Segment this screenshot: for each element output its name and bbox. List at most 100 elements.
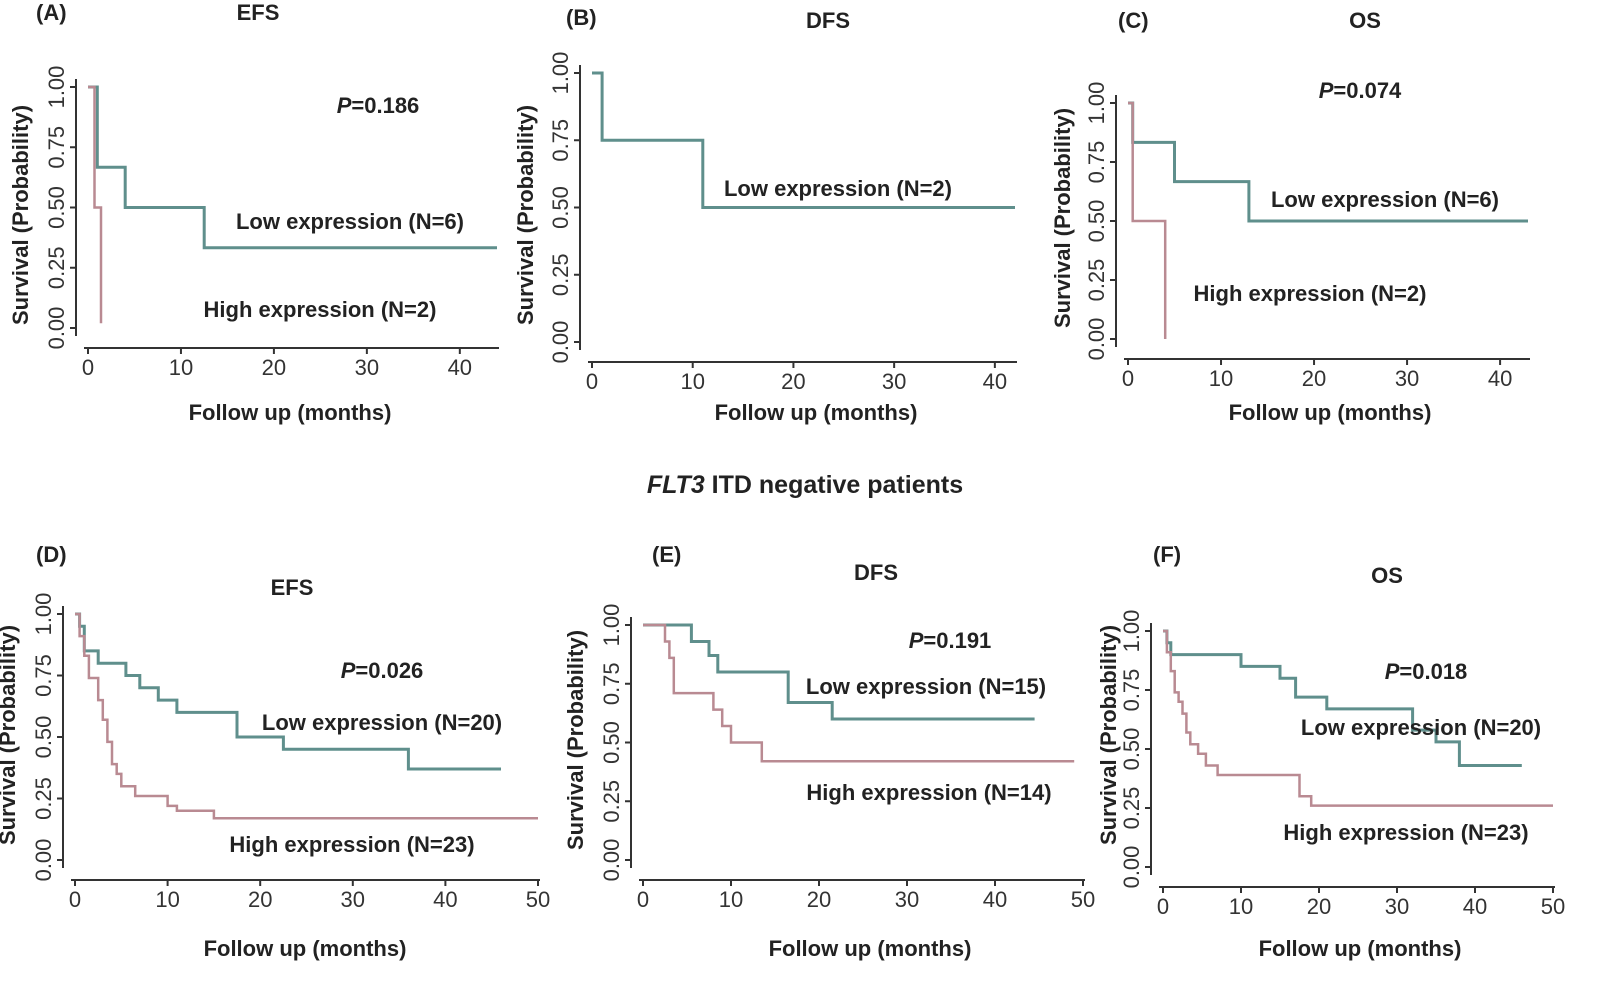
series-label-low: Low expression (N=6): [1271, 187, 1499, 212]
x-tick-label: 40: [1463, 894, 1487, 919]
x-tick-label: 10: [680, 369, 704, 394]
p-value: P=0.026: [341, 658, 424, 683]
section-title-italic: FLT3: [647, 471, 705, 499]
y-tick-label: 0.25: [548, 253, 573, 296]
x-tick-label: 20: [807, 887, 831, 912]
y-tick-label: 1.00: [1119, 610, 1144, 653]
p-value: P=0.186: [337, 93, 420, 118]
y-tick-label: 0.50: [548, 186, 573, 229]
x-tick-label: 30: [341, 887, 365, 912]
panel-b: (B) DFS 0.00 0.25 0.50 0.75 1.00 0 10 20 30 40 Follo…: [513, 5, 1017, 425]
x-tick-label: 20: [1302, 366, 1326, 391]
survival-curve-low: [88, 85, 497, 250]
x-tick-label: 10: [1229, 894, 1253, 919]
x-tick-label: 50: [526, 887, 550, 912]
y-tick-label: 0.75: [1084, 141, 1109, 184]
chart-title: OS: [1349, 8, 1381, 33]
p-value-symbol: P: [341, 658, 356, 683]
y-tick-label: 0.25: [31, 777, 56, 820]
x-tick-label: 30: [1385, 894, 1409, 919]
x-tick-label: 10: [1209, 366, 1233, 391]
x-tick-label: 10: [155, 887, 179, 912]
x-axis-label: Follow up (months): [769, 936, 972, 961]
survival-curve-high: [1128, 101, 1167, 339]
panel-label: (E): [652, 542, 681, 567]
y-tick-label: 0.00: [44, 307, 69, 350]
panel-a: (A) EFS 0.00 0.25 0.50 0.75 1.00 0 10 20 30 40 Follo…: [8, 0, 499, 425]
p-value-number: =0.018: [1399, 659, 1467, 684]
chart-title: DFS: [806, 8, 850, 33]
x-tick-label: 20: [1307, 894, 1331, 919]
y-axis-label: Survival (Probability): [1050, 108, 1075, 328]
x-axis-label: Follow up (months): [189, 400, 392, 425]
survival-curve-low: [75, 612, 501, 771]
x-tick-label: 40: [983, 887, 1007, 912]
y-tick-label: 0.00: [548, 321, 573, 364]
p-value: P=0.074: [1319, 78, 1402, 103]
y-tick-label: 0.75: [599, 662, 624, 705]
series-label-low: Low expression (N=6): [236, 209, 464, 234]
x-axis-label: Follow up (months): [1229, 400, 1432, 425]
x-tick-label: 50: [1541, 894, 1565, 919]
x-tick-label: 10: [169, 355, 193, 380]
y-axis-label: Survival (Probability): [1096, 625, 1121, 845]
y-tick-label: 0.25: [1119, 787, 1144, 830]
survival-curve-low: [643, 623, 1035, 721]
series-label-high: High expression (N=23): [229, 832, 474, 857]
y-axis-label: Survival (Probability): [563, 630, 588, 850]
y-tick-label: 0.75: [548, 119, 573, 162]
y-axis-label: Survival (Probability): [8, 105, 33, 325]
y-tick-label: 0.75: [31, 654, 56, 697]
p-value-number: =0.026: [355, 658, 423, 683]
x-tick-label: 30: [882, 369, 906, 394]
y-tick-label: 0.75: [44, 126, 69, 169]
x-tick-label: 20: [262, 355, 286, 380]
x-axis-label: Follow up (months): [1259, 936, 1462, 961]
x-tick-label: 30: [355, 355, 379, 380]
chart-title: EFS: [271, 575, 314, 600]
survival-curve-high: [1163, 629, 1553, 807]
y-tick-label: 1.00: [548, 52, 573, 95]
y-tick-label: 1.00: [599, 604, 624, 647]
x-tick-label: 40: [448, 355, 472, 380]
series-label-low: Low expression (N=20): [1301, 715, 1541, 740]
y-axis-label: Survival (Probability): [0, 625, 20, 845]
x-tick-label: 0: [1157, 894, 1169, 919]
p-value: P=0.018: [1385, 659, 1468, 684]
y-tick-label: 0.00: [599, 839, 624, 882]
panel-d: (D) EFS 0.00 0.25 0.50 0.75 1.00 0 10 20 30 40 50 Fol…: [0, 542, 550, 961]
panel-c: (C) OS 0.00 0.25 0.50 0.75 1.00 0 10 20 30 40 Follow…: [1050, 8, 1530, 425]
chart-title: EFS: [237, 0, 280, 25]
section-title: FLT3 ITD negative patients: [647, 471, 963, 499]
x-tick-label: 0: [586, 369, 598, 394]
x-tick-label: 30: [1395, 366, 1419, 391]
x-tick-label: 40: [983, 369, 1007, 394]
p-value-symbol: P: [1385, 659, 1400, 684]
survival-curve-low: [592, 71, 1015, 209]
y-tick-label: 0.25: [1084, 259, 1109, 302]
x-tick-label: 40: [1488, 366, 1512, 391]
chart-title: OS: [1371, 563, 1403, 588]
y-tick-label: 0.75: [1119, 669, 1144, 712]
y-axis-label: Survival (Probability): [513, 105, 538, 325]
x-tick-label: 0: [82, 355, 94, 380]
x-tick-label: 0: [637, 887, 649, 912]
survival-curve-high: [643, 623, 1075, 763]
chart-title: DFS: [854, 560, 898, 585]
y-tick-label: 0.00: [1119, 846, 1144, 889]
y-tick-label: 1.00: [44, 66, 69, 109]
y-tick-label: 0.50: [599, 721, 624, 764]
y-tick-label: 0.25: [599, 780, 624, 823]
x-tick-label: 0: [1122, 366, 1134, 391]
y-tick-label: 0.50: [31, 716, 56, 759]
x-tick-label: 20: [781, 369, 805, 394]
p-value-symbol: P: [337, 93, 352, 118]
x-axis-label: Follow up (months): [204, 936, 407, 961]
section-title-rest: ITD negative patients: [705, 471, 963, 499]
panel-label: (C): [1118, 8, 1149, 33]
p-value-number: =0.074: [1333, 78, 1402, 103]
panel-label: (B): [566, 5, 597, 30]
p-value-number: =0.186: [351, 93, 419, 118]
panel-e: (E) DFS 0.00 0.25 0.50 0.75 1.00 0 10 20 30 40 50 Fol…: [563, 542, 1095, 961]
